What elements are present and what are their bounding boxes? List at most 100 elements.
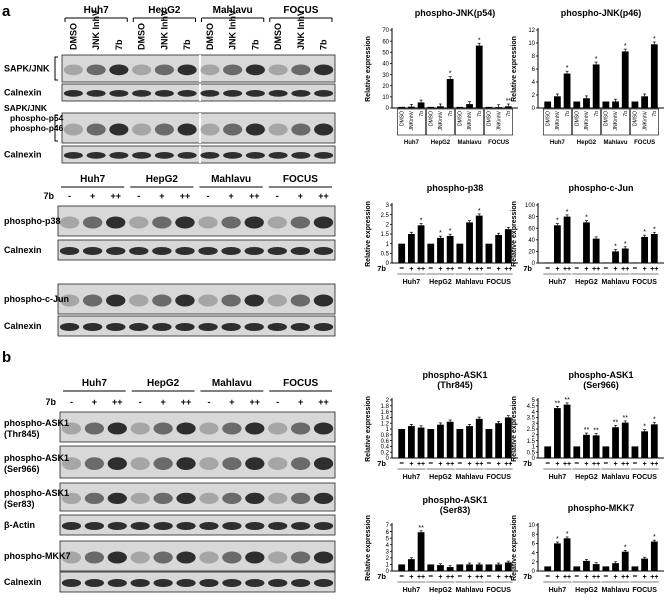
chart-title: phospho-p38 xyxy=(427,183,484,193)
y-tick-label: 40 xyxy=(528,238,535,244)
x-group-label: Mahlavu xyxy=(602,474,630,481)
x-tick-label: ++ xyxy=(592,461,600,468)
x-tick-label: 7b xyxy=(448,111,454,117)
blot-band xyxy=(267,247,287,255)
blot-band xyxy=(84,492,104,504)
y-tick-label: 5 xyxy=(386,536,390,542)
x-tick-label: + xyxy=(584,574,588,581)
x-tick-label: + xyxy=(555,266,559,273)
blot-row-label: phospho-ASK1 xyxy=(4,453,69,463)
bar xyxy=(553,96,561,108)
x-tick-label: ++ xyxy=(446,266,454,273)
significance-marker: ** xyxy=(564,397,570,404)
x-tick-label: JNKinhV xyxy=(555,110,561,130)
y-tick-label: 6 xyxy=(532,67,536,73)
bar xyxy=(583,98,590,108)
blot-band xyxy=(223,123,243,136)
treatment-level: + xyxy=(229,397,234,407)
blot-band xyxy=(175,323,195,331)
blot-band xyxy=(291,492,311,504)
chart-title: phospho-JNK(p46) xyxy=(561,8,642,18)
y-tick-label: 0 xyxy=(532,261,536,267)
bar xyxy=(407,559,415,571)
y-tick-label: 20 xyxy=(382,84,389,90)
blot-strip xyxy=(59,411,336,443)
bar xyxy=(466,104,473,108)
bar xyxy=(631,566,639,571)
bar xyxy=(466,426,473,458)
blot-row-label: phospho-ASK1 xyxy=(4,418,69,428)
x-group-label: Huh7 xyxy=(403,587,421,594)
bar xyxy=(544,566,552,571)
blot-band xyxy=(198,216,218,229)
blot-band xyxy=(268,551,288,564)
blot-row-sublabel: (Ser83) xyxy=(4,499,35,509)
blot-strip xyxy=(59,482,336,512)
bar xyxy=(437,565,444,571)
bar xyxy=(563,73,571,108)
significance-marker: * xyxy=(624,43,627,50)
blot-band xyxy=(106,247,126,255)
x-tick-label: + xyxy=(613,461,617,468)
bar xyxy=(427,564,435,571)
blot-band xyxy=(176,492,196,504)
chart-7: phospho-MKK7 Relative expression 0 2 4 6 8 10 * *… xyxy=(511,503,664,594)
x-tick-label: 7b xyxy=(594,111,600,117)
y-tick-label: 5 xyxy=(532,398,536,404)
bar xyxy=(641,431,649,458)
treatment-level: ++ xyxy=(181,397,192,407)
blot-band xyxy=(154,64,174,76)
y-tick-label: 1 xyxy=(386,427,390,433)
y-tick-label: 1.4 xyxy=(381,416,390,422)
y-tick-label: 80 xyxy=(528,215,535,221)
y-tick-label: 3 xyxy=(532,421,536,427)
chart-5: phospho-ASK1(Ser966) Relative expression 0… xyxy=(511,370,664,481)
blot-band xyxy=(200,64,220,76)
bar-charts: phospho-JNK(p54)Relative expression01020… xyxy=(365,8,664,594)
group-box xyxy=(543,108,572,136)
y-tick-label: 10 xyxy=(528,523,535,529)
significance-marker: ** xyxy=(555,400,561,407)
bar xyxy=(398,243,406,263)
bar xyxy=(417,102,425,108)
blot-row-label: Calnexin xyxy=(4,88,42,98)
y-tick-label: 30 xyxy=(382,73,389,79)
treatment-level: ++ xyxy=(112,397,123,407)
blot-band xyxy=(199,457,219,470)
blot-band xyxy=(86,151,106,159)
bar xyxy=(553,543,561,571)
blot-band xyxy=(268,492,288,504)
blot-band xyxy=(222,457,242,470)
blot-band xyxy=(129,216,149,229)
blot-band xyxy=(132,123,152,136)
blot-strip xyxy=(57,205,336,237)
y-tick-label: 2.5 xyxy=(381,213,390,219)
x-tick-label: JNKinhV xyxy=(613,110,619,130)
treatment-level: - xyxy=(276,397,279,407)
bar xyxy=(485,106,493,108)
blot-band xyxy=(314,151,334,159)
bar xyxy=(495,423,503,458)
x-group-label: FOCUS xyxy=(632,474,657,481)
blot-band xyxy=(245,492,265,504)
lane-label: 7b xyxy=(114,39,124,50)
panel-label-b: b xyxy=(2,349,11,366)
blot-band xyxy=(130,422,150,435)
blot-row-label: SAPK/JNK xyxy=(4,64,50,74)
x-group-label: HepG2 xyxy=(429,279,452,286)
blot-band xyxy=(154,89,174,97)
x-tick-label: + xyxy=(438,461,442,468)
y-tick-label: 100 xyxy=(525,203,536,209)
blot-band xyxy=(313,522,334,530)
x-tick-label: + xyxy=(584,266,588,273)
blot-band xyxy=(313,457,334,470)
chart-subtitle: (Ser83) xyxy=(440,505,471,515)
blot-band xyxy=(109,151,129,159)
blot-group-label: FOCUS xyxy=(283,378,318,389)
bar xyxy=(553,408,561,458)
blot-band xyxy=(175,247,195,255)
blot-band xyxy=(291,64,311,76)
blot-band xyxy=(291,579,311,587)
blot-band xyxy=(63,89,83,97)
blot-band xyxy=(177,64,197,76)
